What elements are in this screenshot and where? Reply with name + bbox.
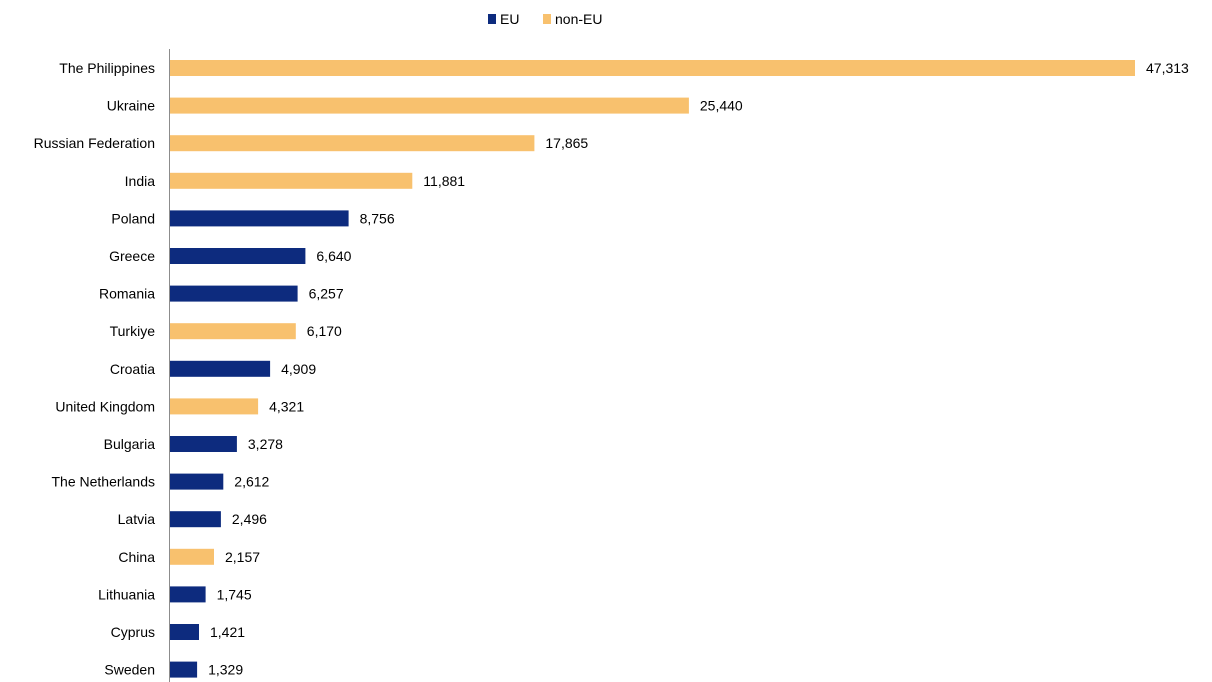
legend-label-eu: EU [500,11,519,27]
category-labels: The Philippines Ukraine Russian Federation… [34,60,156,678]
value-label-turkiye: 6,170 [307,323,342,339]
value-label-russian-federation: 17,865 [545,135,588,151]
bar-croatia [170,360,271,377]
category-label-poland: Poland [111,210,155,226]
bar-the-netherlands [170,473,224,490]
bar-india [170,172,413,189]
category-label-latvia: Latvia [118,511,156,527]
value-label-latvia: 2,496 [232,511,267,527]
bar-the-philippines [170,60,1135,76]
value-label-bulgaria: 3,278 [248,436,283,452]
category-label-croatia: Croatia [110,361,155,377]
bar-bulgaria [170,436,237,452]
bar-turkiye [170,323,296,340]
bar-united-kingdom [170,398,259,415]
category-label-turkiye: Turkiye [110,323,156,339]
bar-china [170,548,214,565]
value-label-poland: 8,756 [360,210,395,226]
bar-greece [170,248,306,264]
bar-ukraine [170,97,689,114]
category-label-the-philippines: The Philippines [59,60,155,76]
category-label-romania: Romania [99,286,155,302]
value-label-the-netherlands: 2,612 [234,474,269,490]
legend-swatch-eu [488,14,496,24]
category-label-greece: Greece [109,248,155,264]
bar-russian-federation [170,135,535,152]
bar-cyprus [170,624,199,640]
legend-swatch-non-eu [543,14,551,24]
bar-latvia [170,511,221,528]
category-label-the-netherlands: The Netherlands [51,474,155,490]
value-label-sweden: 1,329 [208,662,243,678]
value-labels: 47,313 25,440 17,865 11,881 8,756 6,640 6,257 6… [208,60,1189,678]
bar-sweden [170,661,198,678]
category-label-india: India [125,173,156,189]
bar-poland [170,210,349,227]
value-label-lithuania: 1,745 [217,586,252,602]
value-label-croatia: 4,909 [281,361,316,377]
category-label-united-kingdom: United Kingdom [55,398,155,414]
category-label-lithuania: Lithuania [98,586,155,602]
category-label-china: China [118,549,155,565]
category-label-cyprus: Cyprus [111,624,155,640]
value-label-the-philippines: 47,313 [1146,60,1189,76]
value-label-china: 2,157 [225,549,260,565]
category-label-russian-federation: Russian Federation [34,135,155,151]
bar-lithuania [170,586,206,603]
value-label-ukraine: 25,440 [700,98,743,114]
category-label-ukraine: Ukraine [107,98,155,114]
value-label-india: 11,881 [423,173,465,189]
bar-romania [170,285,298,302]
legend-label-non-eu: non-EU [555,11,602,27]
value-label-greece: 6,640 [316,248,351,264]
value-label-cyprus: 1,421 [210,624,245,640]
category-label-sweden: Sweden [104,662,155,678]
bars-group [170,60,1135,678]
value-label-romania: 6,257 [309,286,344,302]
value-label-united-kingdom: 4,321 [269,398,304,414]
legend: EU non-EU [488,11,602,27]
category-label-bulgaria: Bulgaria [104,436,156,452]
